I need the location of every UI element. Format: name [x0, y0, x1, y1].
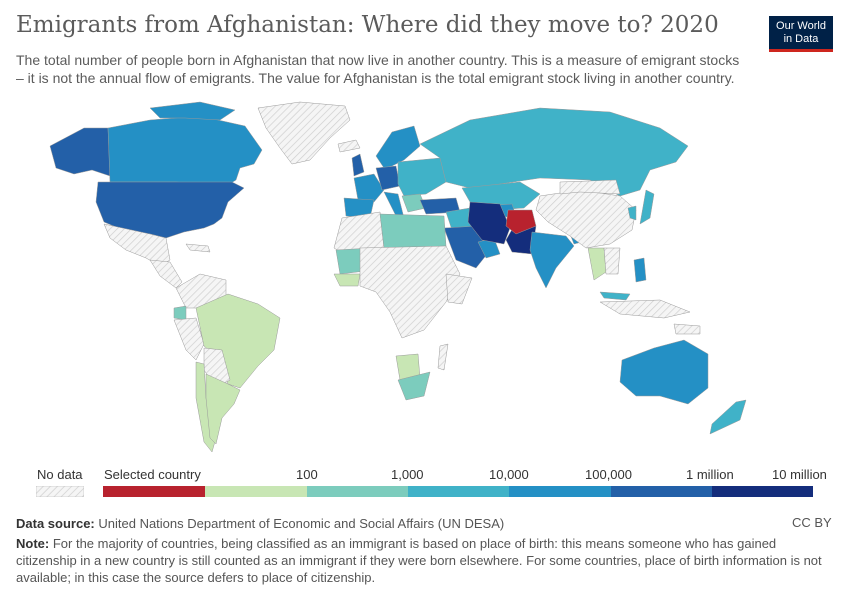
country-libya-egypt[interactable]: [379, 213, 447, 249]
country-united-states[interactable]: [95, 181, 245, 239]
country-indonesia[interactable]: [599, 299, 691, 319]
legend-bin-1: [205, 486, 307, 497]
map-legend: No data Selected country 100 1,000 10,00…: [0, 462, 850, 502]
country-argentina[interactable]: [205, 373, 241, 445]
legend-bin-4: [509, 486, 611, 497]
legend-bin-6: [712, 486, 813, 497]
country-korea[interactable]: [627, 205, 637, 221]
legend-tick-10000: 10,000: [489, 467, 529, 482]
legend-no-data-label: No data: [37, 467, 83, 482]
logo-line-1: Our World: [776, 20, 826, 32]
note-text: For the majority of countries, being cla…: [16, 536, 822, 585]
country-iran[interactable]: [467, 201, 511, 245]
country-greenland[interactable]: [257, 101, 351, 165]
country-philippines[interactable]: [633, 257, 647, 283]
legend-tick-10-million: 10 million: [772, 467, 827, 482]
country-ecuador[interactable]: [173, 305, 187, 321]
legend-selected-swatch: [103, 486, 205, 497]
data-source-text[interactable]: United Nations Department of Economic an…: [98, 516, 505, 531]
country-united-kingdom[interactable]: [351, 153, 365, 177]
legend-no-data-swatch: [36, 486, 84, 497]
country-russia[interactable]: [419, 107, 689, 197]
country-madagascar[interactable]: [437, 343, 449, 371]
country-peru[interactable]: [173, 317, 205, 361]
owid-logo[interactable]: Our World in Data: [769, 16, 833, 52]
country-france[interactable]: [353, 173, 385, 203]
country-caribbean[interactable]: [185, 243, 211, 253]
footer-note: Note: For the majority of countries, bei…: [16, 535, 834, 586]
legend-tick-100: 100: [296, 467, 318, 482]
country-thailand[interactable]: [587, 247, 607, 281]
note-label: Note:: [16, 536, 50, 551]
country-china[interactable]: [535, 189, 637, 249]
country-eastern-europe[interactable]: [397, 157, 447, 197]
country-se-asia[interactable]: [603, 247, 621, 275]
chart-subtitle: The total number of people born in Afgha…: [16, 52, 740, 86]
logo-line-2: in Data: [783, 33, 819, 45]
country-alaska[interactable]: [49, 127, 111, 177]
country-australia[interactable]: [619, 339, 709, 405]
country-malaysia[interactable]: [599, 291, 631, 301]
world-map: [49, 101, 747, 453]
country-south-africa[interactable]: [397, 371, 431, 401]
chart-title: Emigrants from Afghanistan: Where did th…: [16, 12, 719, 38]
country-central-africa[interactable]: [359, 245, 461, 339]
country-papua-new-guinea[interactable]: [673, 323, 701, 335]
country-new-zealand[interactable]: [709, 399, 747, 435]
legend-tick-1000: 1,000: [391, 467, 424, 482]
legend-bin-2: [307, 486, 408, 497]
country-east-africa[interactable]: [445, 273, 473, 305]
country-canada[interactable]: [107, 115, 263, 187]
legend-tick-100000: 100,000: [585, 467, 632, 482]
data-source-label: Data source:: [16, 516, 95, 531]
license-link[interactable]: CC BY: [792, 515, 832, 530]
legend-bin-3: [408, 486, 509, 497]
legend-tick-1-million: 1 million: [686, 467, 734, 482]
legend-bin-5: [611, 486, 712, 497]
country-india[interactable]: [529, 231, 575, 289]
country-iceland[interactable]: [337, 139, 361, 153]
country-canada-islands[interactable]: [149, 101, 236, 121]
country-afghanistan[interactable]: [505, 209, 537, 235]
data-source: Data source: United Nations Department o…: [16, 515, 834, 532]
legend-selected-label: Selected country: [104, 467, 201, 482]
country-japan[interactable]: [639, 189, 655, 225]
country-mongolia[interactable]: [559, 179, 621, 195]
country-west-africa[interactable]: [333, 273, 361, 287]
country-central-america[interactable]: [149, 259, 183, 289]
